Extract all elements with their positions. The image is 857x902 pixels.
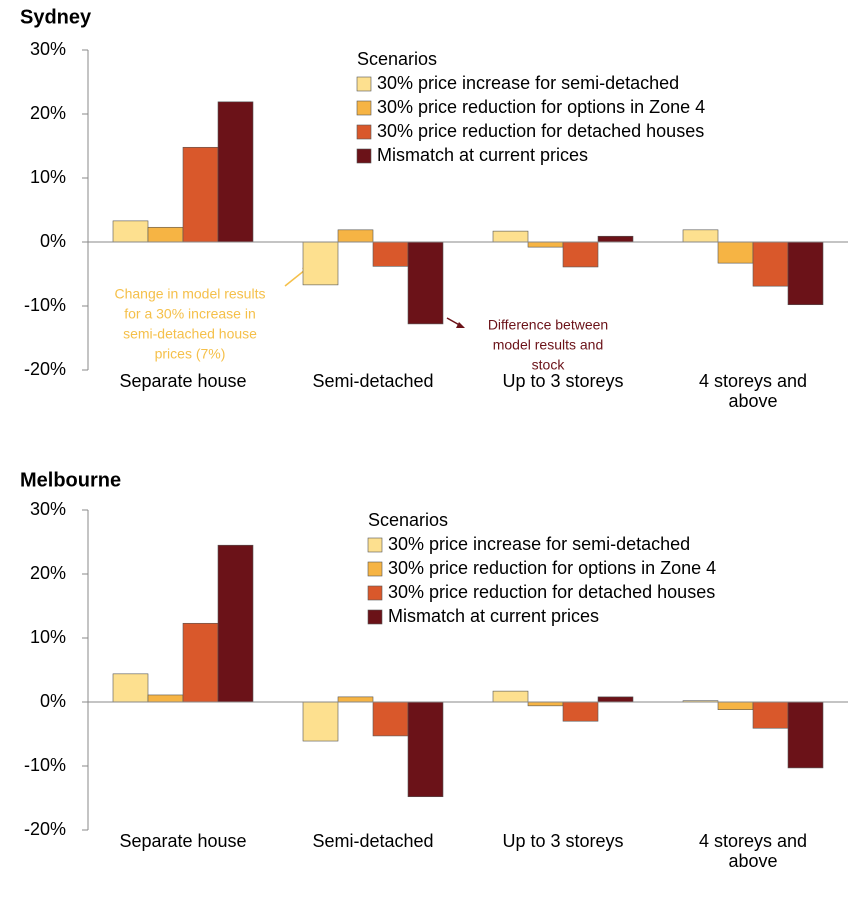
x-tick-label: Semi-detached <box>312 371 433 391</box>
y-tick-label: -10% <box>24 755 66 775</box>
x-tick-label: 4 storeys and above <box>699 831 807 871</box>
annotation: Difference between <box>488 317 608 333</box>
chart-title: Melbourne <box>20 469 121 491</box>
x-tick-label: Up to 3 storeys <box>502 831 623 851</box>
bar <box>147 694 184 703</box>
bar <box>302 701 339 742</box>
x-tick-label: 4 storeys and above <box>699 371 807 411</box>
legend-swatch <box>356 76 372 92</box>
bar <box>752 701 789 729</box>
y-tick-label: 20% <box>30 103 66 123</box>
bar <box>527 241 564 248</box>
y-tick-label: -20% <box>24 359 66 379</box>
bar <box>217 101 254 243</box>
bar <box>717 701 754 710</box>
y-tick-label: 10% <box>30 627 66 647</box>
bar <box>147 226 184 243</box>
legend-title: Scenarios <box>368 510 448 530</box>
bar <box>787 241 824 306</box>
y-tick-label: -20% <box>24 819 66 839</box>
bar <box>407 701 444 798</box>
y-tick-label: 30% <box>30 499 66 519</box>
annotation: model results and <box>493 337 604 353</box>
annotation: stock <box>532 357 566 373</box>
legend-swatch <box>367 609 383 625</box>
bar <box>562 701 599 722</box>
bar <box>407 241 444 325</box>
legend-title: Scenarios <box>357 49 437 69</box>
bar <box>217 544 254 703</box>
bar <box>492 690 529 703</box>
x-tick-label: Separate house <box>119 831 246 851</box>
y-tick-label: -10% <box>24 295 66 315</box>
legend-label: 30% price increase for semi-detached <box>388 534 690 554</box>
legend-label: 30% price reduction for options in Zone … <box>377 97 705 117</box>
legend-swatch <box>367 585 383 601</box>
annotation: semi-detached house <box>123 326 257 342</box>
annotation: prices (7%) <box>155 346 226 362</box>
bar <box>562 241 599 268</box>
bar <box>752 241 789 287</box>
bar <box>182 146 219 243</box>
bar <box>182 622 219 703</box>
bar <box>682 229 719 243</box>
legend-label: 30% price reduction for detached houses <box>377 121 704 141</box>
legend-swatch <box>356 124 372 140</box>
y-tick-label: 10% <box>30 167 66 187</box>
y-tick-label: 30% <box>30 39 66 59</box>
bar <box>372 701 409 737</box>
bar <box>597 696 634 703</box>
legend-label: Mismatch at current prices <box>377 145 588 165</box>
legend-label: 30% price increase for semi-detached <box>377 73 679 93</box>
legend-swatch <box>367 561 383 577</box>
annotation: for a 30% increase in <box>124 306 256 322</box>
bar <box>337 696 374 703</box>
y-tick-label: 0% <box>40 691 66 711</box>
x-tick-label: Separate house <box>119 371 246 391</box>
legend-label: 30% price reduction for detached houses <box>388 582 715 602</box>
bar <box>337 229 374 243</box>
legend-swatch <box>356 148 372 164</box>
bar <box>717 241 754 264</box>
x-tick-label: Semi-detached <box>312 831 433 851</box>
bar <box>787 701 824 769</box>
bar <box>112 220 149 243</box>
legend-label: 30% price reduction for options in Zone … <box>388 558 716 578</box>
y-tick-label: 20% <box>30 563 66 583</box>
bar <box>372 241 409 267</box>
legend-label: Mismatch at current prices <box>388 606 599 626</box>
chart-title: Sydney <box>20 6 92 28</box>
bar <box>112 673 149 703</box>
bar <box>597 235 634 243</box>
x-tick-label: Up to 3 storeys <box>502 371 623 391</box>
bar <box>527 701 564 707</box>
y-tick-label: 0% <box>40 231 66 251</box>
bar <box>492 230 529 243</box>
bar <box>302 241 339 286</box>
legend-swatch <box>356 100 372 116</box>
annotation: Change in model results <box>115 286 266 302</box>
annotation-arrowhead <box>456 322 465 328</box>
legend-swatch <box>367 537 383 553</box>
